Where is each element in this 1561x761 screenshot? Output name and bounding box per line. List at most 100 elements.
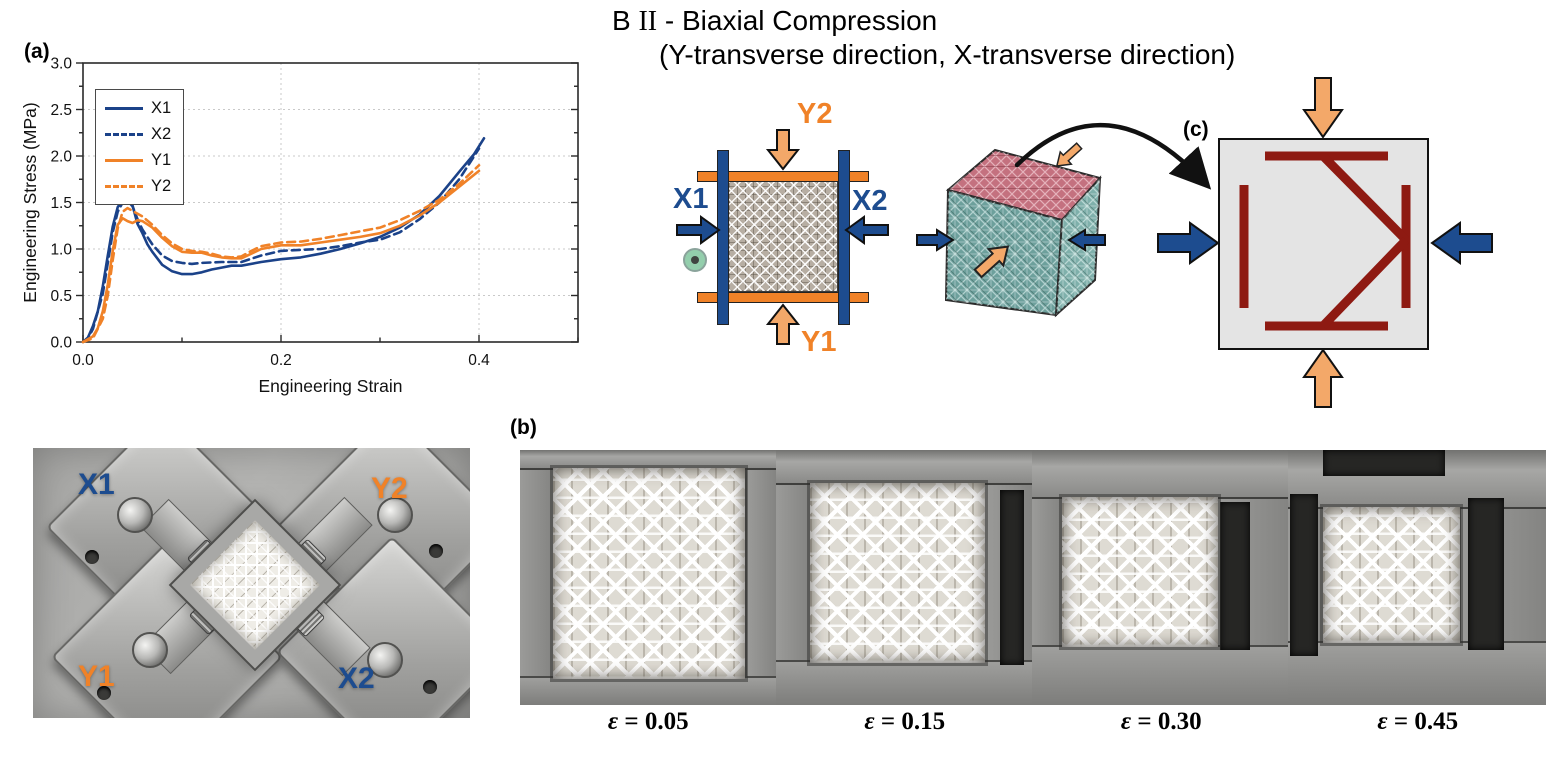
left-platen-bar [717, 150, 729, 325]
panel-a-label: (a) [24, 40, 50, 63]
title-rest: - Biaxial Compression [664, 5, 938, 36]
unit-cell-top-arrow-icon [1302, 77, 1344, 139]
legend-line-sample [105, 184, 143, 188]
platen-bar [520, 676, 776, 705]
legend-line-sample [105, 132, 143, 136]
cube-left-arrow-icon [916, 228, 955, 252]
title-prefix: B [612, 5, 631, 36]
fixture-gap [1290, 494, 1318, 656]
panel-b-label: (b) [510, 416, 537, 439]
platen-bar [1032, 645, 1288, 705]
stress-strain-chart: 0.0 0.5 1.0 1.5 2.0 2.5 3.0 0.0 0.2 0.4 Engineerin… [20, 36, 595, 396]
platen-column [520, 450, 555, 705]
label-x1: X1 [673, 183, 709, 215]
platen-bar [1288, 641, 1546, 705]
svg-text:1.0: 1.0 [50, 242, 72, 259]
x2-compression-arrow-icon [844, 215, 889, 245]
legend-label: Y1 [151, 150, 172, 169]
compression-snapshots [520, 450, 1546, 705]
label-x2: X2 [852, 185, 888, 217]
out-of-plane-icon [683, 248, 707, 272]
platen-bar [776, 660, 1032, 705]
legend-label: X2 [151, 124, 172, 143]
panel-c-label: (c) [1183, 118, 1209, 141]
screw-head [377, 497, 413, 533]
loading-arrows [676, 129, 889, 345]
chart-plot-area: 0.0 0.5 1.0 1.5 2.0 2.5 3.0 0.0 0.2 0.4 Engineerin… [20, 56, 579, 396]
photo-label-x2: X2 [338, 662, 375, 695]
cube-front-arrow-icon [973, 245, 1010, 279]
screw-head [367, 642, 403, 678]
bolt-hole [429, 544, 443, 558]
curved-arrow [1014, 122, 1212, 190]
unit-cell-schematic [1218, 138, 1429, 350]
legend-entry-Y2: Y2 [105, 173, 171, 199]
strut-diagonal-lower [1319, 236, 1410, 330]
photo-label-y2: Y2 [371, 472, 408, 505]
platen-bar [520, 450, 776, 470]
unit-cell-bottom-arrow-icon [1302, 348, 1344, 408]
curved-arrow-path [1014, 122, 1212, 190]
platen-bar [1032, 450, 1288, 499]
strain-label: ε = 0.45 [1377, 708, 1459, 735]
unit-cell-left-arrow-icon [1157, 221, 1220, 265]
y1-compression-arrow-icon [765, 303, 801, 345]
screw-head [117, 497, 153, 533]
fixture-gap [1323, 450, 1445, 476]
x1-compression-arrow-icon [676, 215, 721, 245]
bolt-hole [423, 680, 437, 694]
svg-text:0.4: 0.4 [468, 352, 490, 369]
legend-entry-X2: X2 [105, 121, 171, 147]
top-platen-bar [697, 171, 869, 182]
svg-text:3.0: 3.0 [50, 56, 72, 73]
legend-label: Y2 [151, 176, 172, 195]
cube-top-arrow-icon [1055, 142, 1083, 167]
lattice-specimen [1323, 507, 1460, 643]
lattice-specimen [810, 483, 985, 663]
svg-text:Engineering Strain: Engineering Strain [259, 376, 403, 396]
svg-text:0.5: 0.5 [50, 288, 72, 305]
right-platen-bar [838, 150, 850, 325]
lattice-specimen [1062, 497, 1218, 647]
screw-head [132, 632, 168, 668]
cube-top-face-texture [948, 150, 1100, 220]
setup-photo: X1 Y2 Y1 X2 [33, 448, 470, 718]
lattice-cube-render [916, 142, 1106, 318]
y2-compression-arrow-icon [765, 129, 801, 171]
unit-cell-right-arrow-icon [1430, 221, 1493, 265]
strain-label: ε = 0.15 [864, 708, 946, 735]
legend-entry-X1: X1 [105, 95, 171, 121]
bolt-hole [85, 550, 99, 564]
bolt-hole [97, 686, 111, 700]
figure-title-line2: (Y-transverse direction, X-transverse di… [659, 39, 1236, 70]
photo-label-y1: Y1 [78, 660, 115, 693]
lattice-specimen [553, 468, 745, 679]
fixture-gap [1000, 490, 1024, 665]
photo-label-x1: X1 [78, 468, 115, 501]
strain-label: ε = 0.30 [1120, 708, 1202, 735]
strut-diagonal-upper [1319, 152, 1410, 244]
snapshot-photo-2 [776, 450, 1032, 705]
legend-label: X1 [151, 98, 172, 117]
snapshot-photo-3 [1032, 450, 1288, 705]
strain-labels-row: ε = 0.05 ε = 0.15 ε = 0.30 ε = 0.45 [520, 708, 1546, 736]
label-y1: Y1 [801, 326, 837, 358]
figure-title: B II - Biaxial Compression (Y-transverse… [612, 4, 1235, 71]
snapshot-photo-1 [520, 450, 776, 705]
legend-line-sample [105, 106, 143, 110]
fixture-gap [1468, 498, 1504, 650]
chart-legend: X1 X2 Y1 Y2 [95, 89, 185, 205]
svg-text:2.5: 2.5 [50, 102, 72, 119]
platen-bar [776, 450, 1032, 485]
svg-text:0.2: 0.2 [270, 352, 292, 369]
figure-title-line1: B II - Biaxial Compression [612, 4, 1235, 38]
label-y2: Y2 [797, 98, 833, 130]
fixture-gap [1220, 502, 1250, 650]
platen-column [745, 450, 776, 705]
legend-entry-Y1: Y1 [105, 147, 171, 173]
svg-text:2.0: 2.0 [50, 149, 72, 166]
unit-cell-struts [1239, 151, 1411, 331]
bottom-platen-bar [697, 292, 869, 303]
snapshot-photo-4 [1288, 450, 1546, 705]
